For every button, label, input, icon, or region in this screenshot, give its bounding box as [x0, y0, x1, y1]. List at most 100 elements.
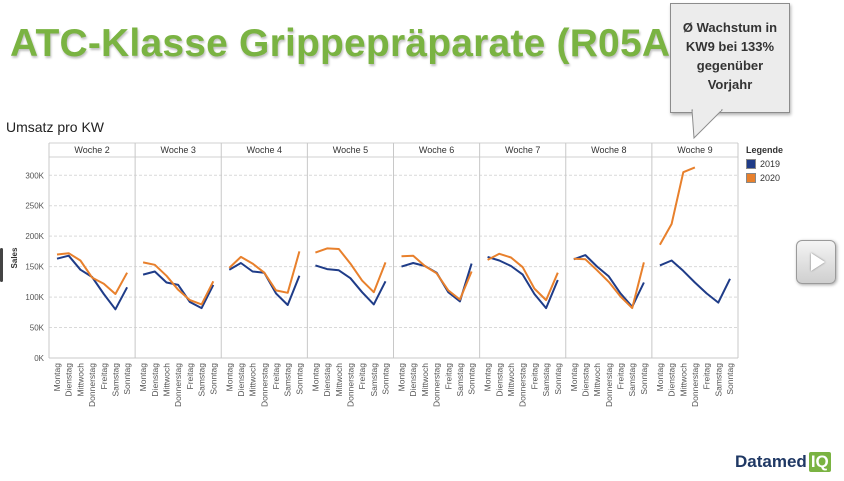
x-tick-label: Freitag: [529, 363, 539, 390]
callout-line: Vorjahr: [707, 77, 753, 92]
x-tick-label: Mittwoch: [420, 363, 430, 397]
x-tick-label: Donnerstag: [518, 363, 528, 407]
x-tick-label: Dienstag: [236, 363, 246, 397]
x-tick-label: Dienstag: [322, 363, 332, 397]
series-line-2020: [142, 261, 215, 306]
legend-label: 2019: [760, 159, 781, 169]
y-tick-label: 300K: [25, 171, 44, 180]
logo-text: Datamed: [735, 452, 807, 471]
callout-pointer: [691, 109, 724, 140]
x-tick-label: Mittwoch: [75, 363, 85, 397]
x-tick-label: Montag: [483, 363, 493, 392]
panel-header: Woche 8: [591, 145, 626, 155]
y-axis-label: Sales: [10, 247, 19, 268]
legend-item-2020[interactable]: 2020: [746, 171, 783, 185]
x-tick-label: Samstag: [627, 363, 637, 397]
x-tick-label: Freitag: [99, 363, 109, 390]
x-tick-label: Freitag: [702, 363, 712, 390]
x-tick-label: Samstag: [110, 363, 120, 397]
legend-item-2019[interactable]: 2019: [746, 157, 783, 171]
x-tick-label: Donnerstag: [173, 363, 183, 407]
x-tick-label: Donnerstag: [259, 363, 269, 407]
x-tick-label: Freitag: [271, 363, 281, 390]
previous-slide-handle[interactable]: [0, 248, 3, 282]
y-tick-label: 250K: [25, 202, 44, 211]
x-tick-label: Sonntag: [381, 363, 391, 395]
x-tick-label: Montag: [655, 363, 665, 392]
x-tick-label: Montag: [224, 363, 234, 392]
x-tick-label: Donnerstag: [345, 363, 355, 407]
x-tick-label: Sonntag: [122, 363, 132, 395]
x-tick-label: Samstag: [455, 363, 465, 397]
series-line-2019: [659, 259, 731, 304]
series-line-2020: [659, 166, 696, 246]
series-line-2020: [573, 257, 645, 310]
x-tick-label: Samstag: [197, 363, 207, 397]
x-tick-label: Freitag: [357, 363, 367, 390]
x-tick-label: Sonntag: [553, 363, 563, 395]
x-tick-label: Mittwoch: [592, 363, 602, 397]
panel-header: Woche 7: [505, 145, 540, 155]
x-tick-label: Donnerstag: [87, 363, 97, 407]
x-tick-label: Freitag: [443, 363, 453, 390]
panel-header: Woche 6: [419, 145, 454, 155]
series-line-2019: [315, 264, 387, 306]
x-tick-label: Samstag: [369, 363, 379, 397]
legend-label: 2020: [760, 173, 781, 183]
x-tick-label: Samstag: [541, 363, 551, 397]
x-tick-label: Mittwoch: [506, 363, 516, 397]
logo-badge: IQ: [808, 452, 831, 472]
series-line-2019: [487, 255, 559, 310]
x-tick-label: Donnerstag: [604, 363, 614, 407]
play-button[interactable]: [796, 240, 836, 284]
growth-callout: Ø Wachstum in KW9 bei 133% gegenüber Vor…: [670, 3, 790, 113]
y-tick-label: 150K: [25, 263, 44, 272]
chart-subtitle: Umsatz pro KW: [6, 119, 105, 135]
callout-text: Ø Wachstum in KW9 bei 133% gegenüber Vor…: [671, 18, 789, 94]
x-tick-label: Donnerstag: [690, 363, 700, 407]
x-tick-label: Samstag: [283, 363, 293, 397]
x-tick-label: Dienstag: [150, 363, 160, 397]
x-tick-label: Mittwoch: [678, 363, 688, 397]
panel-header: Woche 3: [161, 145, 196, 155]
series-line-2020: [487, 252, 559, 302]
x-tick-label: Dienstag: [580, 363, 590, 397]
brand-logo: Datamed IQ: [735, 452, 831, 472]
x-tick-label: Montag: [569, 363, 579, 392]
x-tick-label: Samstag: [713, 363, 723, 397]
panel-header: Woche 5: [333, 145, 368, 155]
x-tick-label: Montag: [397, 363, 407, 392]
x-tick-label: Mittwoch: [162, 363, 172, 397]
x-tick-label: Freitag: [185, 363, 195, 390]
x-tick-label: Mittwoch: [248, 363, 258, 397]
legend-title: Legende: [746, 145, 784, 155]
page-title: ATC-Klasse Grippepräparate (R05A): [10, 22, 684, 65]
x-tick-label: Sonntag: [725, 363, 735, 395]
panel-header: Woche 4: [247, 145, 282, 155]
x-tick-label: Sonntag: [208, 363, 218, 395]
series-line-2020: [315, 247, 387, 294]
series-line-2020: [401, 254, 473, 301]
x-tick-label: Dienstag: [667, 363, 677, 397]
callout-line: gegenüber: [696, 58, 764, 73]
x-tick-label: Sonntag: [294, 363, 304, 395]
legend-swatch: [746, 173, 756, 183]
series-line-2020: [228, 251, 301, 294]
series-line-2020: [56, 252, 128, 295]
series-line-2019: [228, 262, 301, 306]
x-tick-label: Montag: [52, 363, 62, 392]
y-tick-label: 50K: [30, 324, 45, 333]
y-tick-label: 200K: [25, 232, 44, 241]
series-line-2019: [142, 270, 215, 310]
play-icon: [811, 253, 825, 271]
legend-swatch: [746, 159, 756, 169]
y-tick-label: 0K: [34, 354, 44, 363]
series-line-2019: [56, 254, 128, 311]
x-tick-label: Montag: [310, 363, 320, 392]
callout-line: Ø Wachstum in: [682, 20, 778, 35]
x-tick-label: Sonntag: [639, 363, 649, 395]
y-tick-label: 100K: [25, 293, 44, 302]
x-tick-label: Dienstag: [494, 363, 504, 397]
x-tick-label: Donnerstag: [432, 363, 442, 407]
